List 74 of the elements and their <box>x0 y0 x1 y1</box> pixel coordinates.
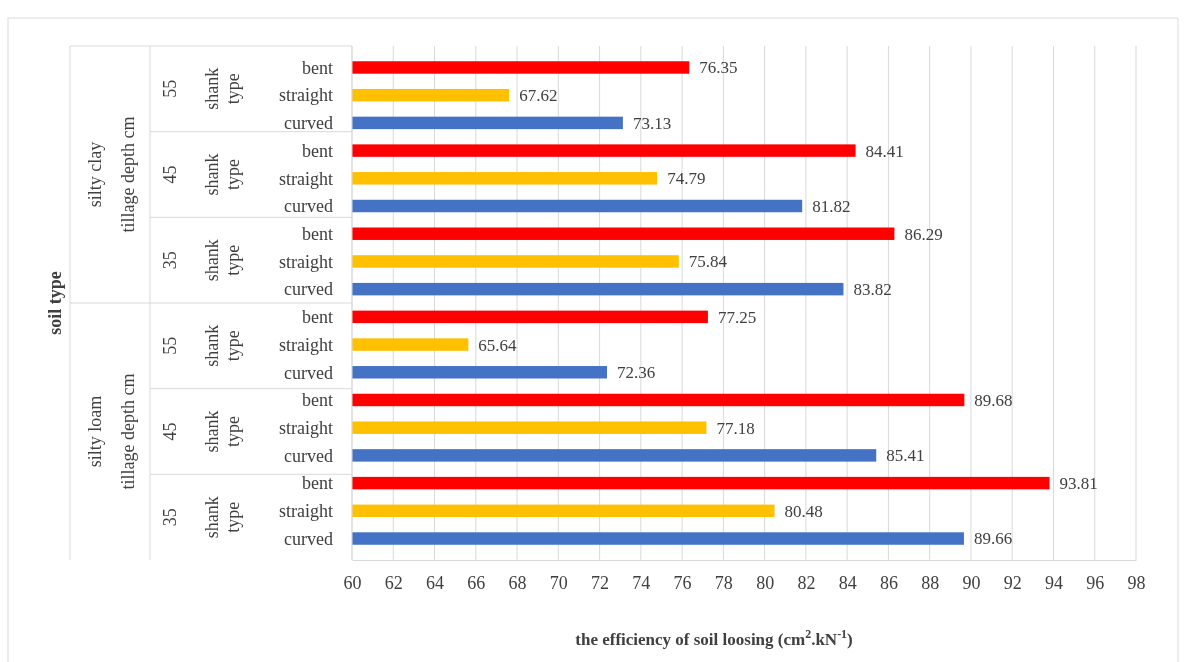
x-tick-label: 72 <box>591 572 610 593</box>
text: tillage depth cm <box>118 373 139 490</box>
x-tick-label: 82 <box>797 572 816 593</box>
text: 35 <box>160 251 181 270</box>
data-label: 93.81 <box>1059 474 1098 494</box>
y-tick-label: bent <box>302 224 333 245</box>
x-tick-label: 60 <box>343 572 362 593</box>
text: shank type <box>201 410 244 453</box>
text: tillage depth cm <box>118 116 139 233</box>
text: soil type <box>45 271 66 335</box>
x-tick-label: 62 <box>384 572 403 593</box>
x-tick-label: 90 <box>962 572 981 593</box>
y-tick-label: bent <box>302 57 333 78</box>
x-tick-label: 74 <box>632 572 651 593</box>
data-label: 86.29 <box>904 224 943 244</box>
data-label: 74.79 <box>667 169 706 189</box>
data-label: 65.64 <box>478 335 518 355</box>
data-label: 80.48 <box>784 501 823 521</box>
y-tick-label: bent <box>302 307 333 328</box>
text: 45 <box>160 422 181 441</box>
data-label: 75.84 <box>688 252 728 272</box>
x-tick-label: 96 <box>1086 572 1105 593</box>
data-label: 85.41 <box>886 446 925 466</box>
y-tick-label: curved <box>284 528 333 549</box>
y-tick-label: straight <box>279 251 333 272</box>
y-tick-label: straight <box>279 501 333 522</box>
data-label: 83.82 <box>853 280 892 300</box>
x-tick-label: 98 <box>1127 572 1146 593</box>
text: silty clay <box>85 141 106 208</box>
y-tick-label: straight <box>279 168 333 189</box>
x-tick-label: 84 <box>838 572 857 593</box>
y-tick-label: bent <box>302 473 333 494</box>
y-tick-label: curved <box>284 362 333 383</box>
x-tick-label: 64 <box>426 572 445 593</box>
data-label: 81.82 <box>812 196 851 216</box>
x-tick-label: 86 <box>879 572 898 593</box>
data-label: 67.62 <box>519 86 558 106</box>
y-tick-label: straight <box>279 334 333 355</box>
text: shank type <box>201 324 244 367</box>
x-tick-label: 94 <box>1044 572 1063 593</box>
y-tick-label: straight <box>279 85 333 106</box>
y-tick-label: straight <box>279 417 333 438</box>
text: shank type <box>201 67 244 110</box>
text: shank type <box>201 153 244 196</box>
data-label: 84.41 <box>865 141 904 161</box>
y-tick-label: curved <box>284 279 333 300</box>
x-axis-title: the efficiency of soil loosing (cm$^{2}$.kN$^{-1}$) <box>575 627 853 649</box>
x-tick-label: 78 <box>714 572 733 593</box>
text: shank type <box>201 496 244 539</box>
x-tick-label: 68 <box>508 572 527 593</box>
text: 45 <box>160 165 181 184</box>
text: 35 <box>160 508 181 527</box>
text: 55 <box>160 336 181 355</box>
y-tick-label: bent <box>302 140 333 161</box>
x-tick-label: 80 <box>756 572 775 593</box>
x-tick-label: 76 <box>673 572 692 593</box>
data-label: 77.18 <box>716 418 755 438</box>
data-label: 76.35 <box>699 58 738 78</box>
text: silty loam <box>85 395 106 468</box>
data-label: 73.13 <box>632 113 672 133</box>
data-label: 89.68 <box>974 390 1013 410</box>
y-tick-label: curved <box>284 113 333 134</box>
y-tick-label: curved <box>284 196 333 217</box>
text: 55 <box>160 79 181 98</box>
y-tick-label: curved <box>284 445 333 466</box>
y-tick-label: bent <box>302 390 333 411</box>
data-label: 77.25 <box>717 307 757 327</box>
x-tick-label: 66 <box>467 572 486 593</box>
data-label: 89.66 <box>973 529 1013 549</box>
x-tick-label: 88 <box>921 572 940 593</box>
x-tick-label: 92 <box>1003 572 1022 593</box>
text: shank type <box>201 239 244 282</box>
data-label: 72.36 <box>617 363 656 383</box>
x-tick-label: 70 <box>549 572 568 593</box>
